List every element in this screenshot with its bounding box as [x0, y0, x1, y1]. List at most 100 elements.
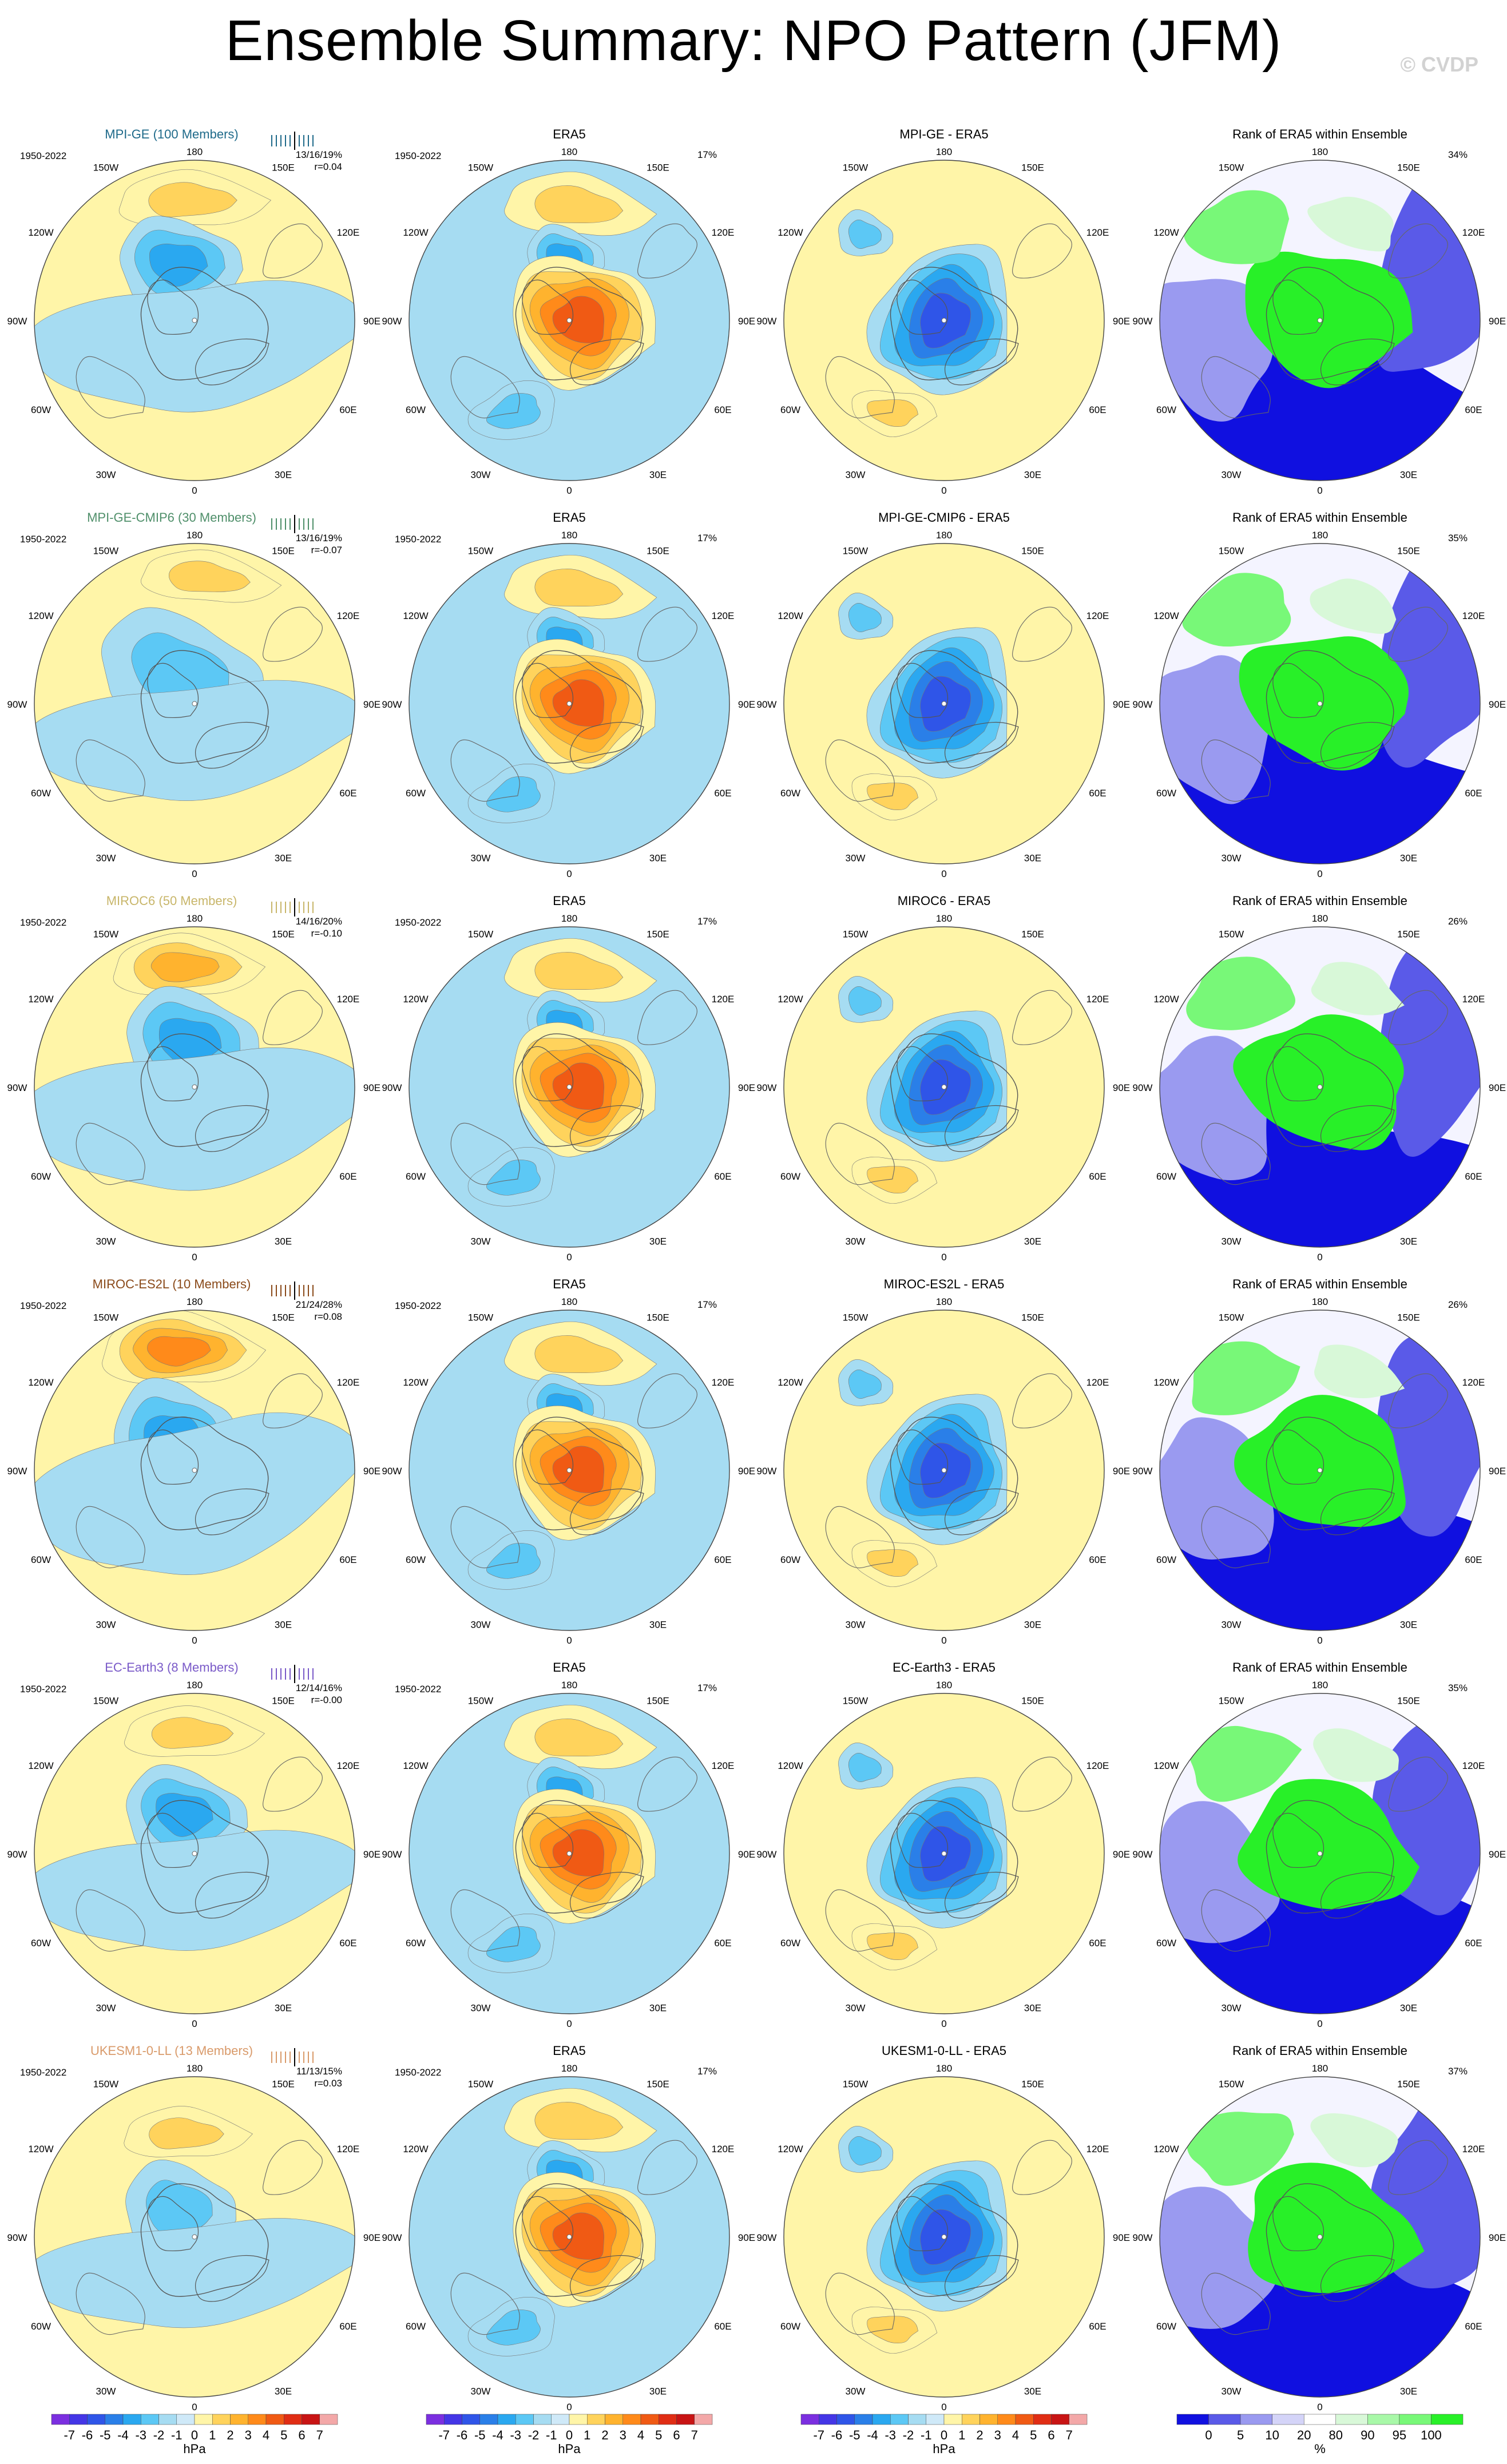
colorbar-swatch: [69, 2414, 88, 2425]
coastline: [637, 606, 697, 662]
colorbar-swatch: [1069, 2414, 1088, 2425]
longitude-label: 180: [561, 530, 577, 541]
coastline: [147, 662, 199, 719]
rank-region: [1160, 279, 1274, 422]
longitude-label: 90W: [757, 316, 777, 327]
colorbar-tick-label: 7: [316, 2428, 323, 2442]
anomaly-contour: [150, 952, 220, 982]
coastline: [637, 1756, 697, 1812]
longitude-label: 0: [1317, 2402, 1322, 2413]
coastline: [1388, 2140, 1448, 2195]
longitude-label: 120E: [337, 1760, 360, 1771]
coastline: [1320, 1105, 1395, 1152]
coastline: [76, 356, 145, 419]
coastline: [1201, 1506, 1271, 1569]
anomaly-contour: [848, 2136, 882, 2166]
coastline: [897, 1046, 949, 1102]
longitude-label: 150W: [1219, 1696, 1244, 1707]
longitude-label: 120W: [1153, 2144, 1179, 2154]
longitude-label: 90E: [1489, 1466, 1506, 1477]
coastline: [450, 356, 520, 419]
colorbar-swatch: [1051, 2414, 1069, 2425]
longitude-label: 120W: [1153, 994, 1179, 1005]
rank-colorbar: 0 5 10 20 80 90 95 100%: [1176, 2414, 1464, 2456]
colorbar-tick-label: -6: [831, 2428, 843, 2442]
longitude-label: 120W: [28, 1377, 53, 1388]
longitude-label: 60W: [1156, 404, 1176, 415]
difference-title: MPI-GE - ERA5: [899, 127, 988, 141]
longitude-label: 90E: [738, 1466, 755, 1477]
coastline: [897, 662, 949, 719]
pole-marker: [566, 1851, 572, 1856]
longitude-label: 90W: [757, 1849, 777, 1860]
longitude-label: 60E: [339, 1554, 356, 1565]
longitude-label: 150W: [468, 2079, 493, 2090]
coastline: [825, 1889, 895, 1952]
colorbar-tick-label: -7: [64, 2428, 75, 2442]
colorbar-tick-label: 5: [280, 2428, 287, 2442]
longitude-label: 90E: [1113, 1849, 1130, 1860]
map-border: [783, 1310, 1105, 1631]
colorbar-swatch: [105, 2414, 124, 2425]
colorbar-swatch: [551, 2414, 570, 2425]
anomaly-contour: [486, 1160, 541, 1196]
colorbar-tick-label: 1: [958, 2428, 965, 2442]
longitude-label: 150W: [843, 162, 868, 173]
longitude-label: 60E: [1465, 1171, 1482, 1182]
longitude-label: 0: [566, 1252, 572, 1263]
map-field: [784, 2077, 1104, 2397]
map-border: [783, 543, 1105, 864]
longitude-label: 90W: [382, 2232, 402, 2243]
longitude-label: 150E: [1397, 2079, 1420, 2090]
member-tick-strip: [271, 515, 314, 533]
longitude-label: 30E: [649, 852, 667, 863]
coastline: [1266, 1800, 1394, 1914]
coastline: [1272, 2196, 1324, 2252]
pole-marker: [941, 1084, 947, 1090]
difference-panel: UKESM1-0-LL - ERA5 180 150E 120E 90E 60E 30E 0 3…: [757, 2044, 1131, 2413]
colorbar-swatch: [569, 2414, 588, 2425]
member-tick-strip: [271, 132, 314, 150]
longitude-label: 0: [566, 1635, 572, 1646]
pole-marker: [1317, 1084, 1323, 1090]
longitude-label: 180: [561, 2063, 577, 2074]
coastline: [450, 2272, 520, 2335]
rank-region: [1311, 962, 1405, 1015]
longitude-label: 30E: [275, 1619, 292, 1630]
difference-panel: MPI-GE-CMIP6 - ERA5 180 150E 120E 90E 60E 30E 0…: [757, 510, 1131, 879]
coastline: [890, 1800, 1018, 1914]
member-tick-strip: [271, 2048, 314, 2066]
longitude-label: 120W: [28, 2144, 53, 2154]
longitude-label: 90E: [363, 316, 380, 327]
rank-region: [1192, 1341, 1300, 1415]
longitude-label: 150E: [647, 2079, 669, 2090]
map-border: [1159, 160, 1481, 481]
anomaly-contour: [151, 1717, 234, 1749]
coastline: [1201, 739, 1271, 802]
era5-panel: ERA5 1950-2022 17% 180 150E 120E 90E 60E 30E 0 30W…: [382, 510, 756, 879]
longitude-label: 180: [561, 146, 577, 157]
colorbar-tick-label: -5: [849, 2428, 860, 2442]
longitude-label: 60W: [1156, 1938, 1176, 1949]
map-border: [1159, 2076, 1481, 2398]
longitude-label: 90W: [7, 1466, 27, 1477]
longitude-label: 180: [1312, 530, 1328, 541]
longitude-label: 150W: [93, 929, 118, 940]
longitude-label: 150W: [93, 546, 118, 557]
map-field: [34, 2077, 355, 2397]
period-label: 1950-2022: [20, 1300, 66, 1311]
longitude-label: 60E: [714, 1554, 731, 1565]
coastline: [1266, 1416, 1394, 1530]
era5-panel: ERA5 1950-2022 17% 180 150E 120E 90E 60E 30E 0 30W…: [382, 1660, 756, 2029]
colorbar-swatch: [302, 2414, 320, 2425]
longitude-label: 150E: [1021, 546, 1044, 557]
colorbar-tick-label: -3: [510, 2428, 521, 2442]
map-field: [34, 927, 355, 1247]
rank-field: [1160, 927, 1480, 1247]
longitude-label: 180: [1312, 1680, 1328, 1691]
longitude-label: 30E: [649, 1619, 667, 1630]
pattern-correlation: r=-0.00: [311, 1695, 342, 1705]
colorbar-swatch: [265, 2414, 284, 2425]
pct-variance-stats: 21/24/28%: [296, 1299, 342, 1310]
coastline: [825, 739, 895, 802]
